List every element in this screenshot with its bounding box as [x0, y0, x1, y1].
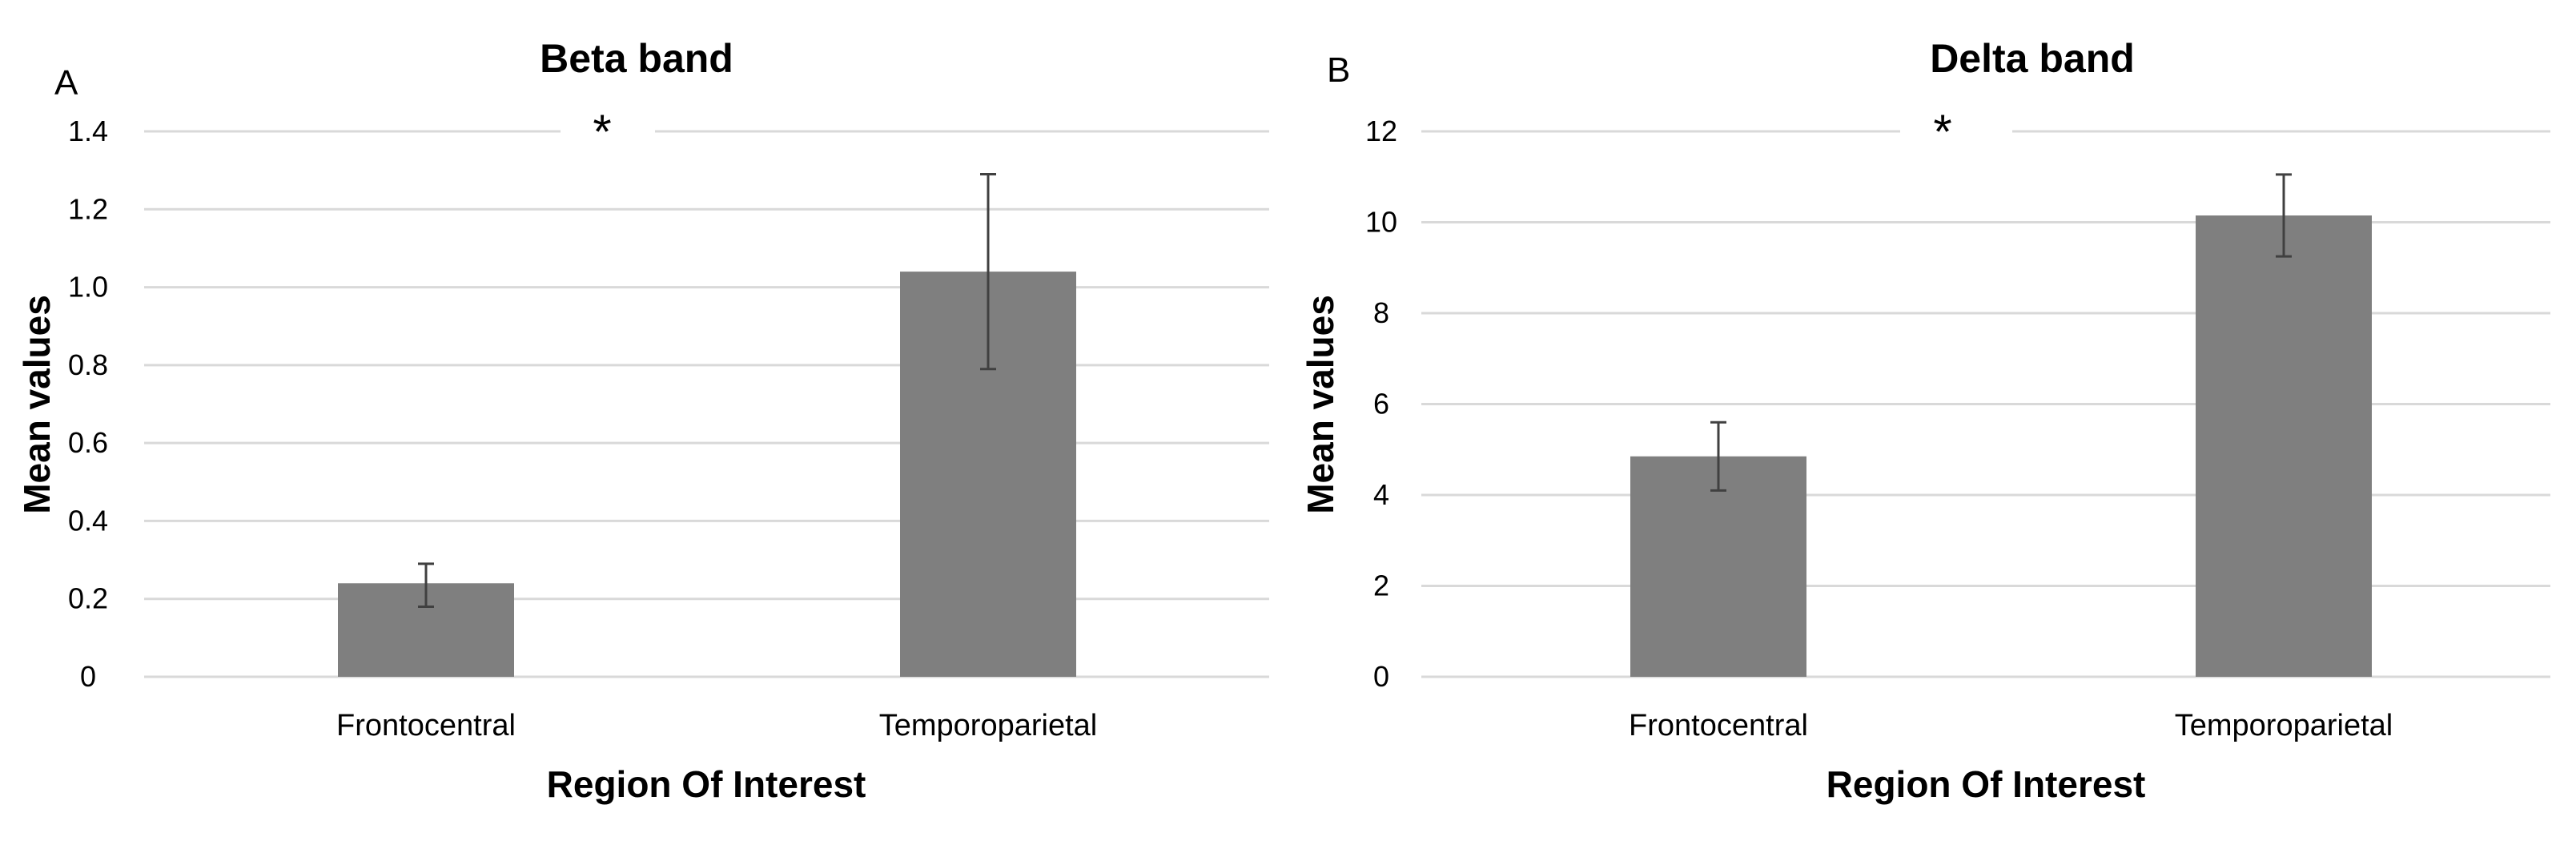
bar-delta-1 — [2196, 215, 2372, 677]
y-tick-label-delta: 0 — [1373, 660, 1389, 693]
bars-beta — [338, 272, 1076, 677]
bar-delta-0 — [1630, 456, 1806, 677]
category-label-beta-1: Temporoparietal — [879, 709, 1097, 742]
significance-gap-delta — [1900, 120, 2012, 144]
category-label-beta-0: Frontocentral — [336, 709, 516, 742]
y-tick-label-beta: 1.4 — [68, 115, 108, 147]
x-axis-title-delta: Region Of Interest — [1827, 763, 2146, 805]
chart-title-delta: Delta band — [1930, 36, 2135, 81]
category-label-delta-0: Frontocentral — [1629, 709, 1808, 742]
panel-beta-band: A Beta band Mean values Region Of Intere… — [16, 36, 1269, 805]
y-tick-label-beta: 0.8 — [68, 348, 108, 381]
y-tick-label-beta: 1.0 — [68, 271, 108, 304]
y-tick-labels-delta: 0 2 4 6 8 10 12 — [1365, 115, 1397, 693]
panel-letter-b: B — [1327, 50, 1350, 90]
category-labels-beta: Frontocentral Temporoparietal — [336, 709, 1097, 742]
y-tick-label-delta: 12 — [1365, 115, 1397, 147]
y-tick-label-delta: 8 — [1373, 296, 1389, 329]
y-tick-label-delta: 4 — [1373, 478, 1389, 511]
y-tick-label-beta: 0 — [80, 660, 96, 693]
significance-marker-beta: * — [593, 105, 611, 159]
y-tick-label-delta: 6 — [1373, 388, 1389, 420]
category-labels-delta: Frontocentral Temporoparietal — [1629, 709, 2393, 742]
x-axis-title-beta: Region Of Interest — [547, 763, 866, 805]
significance-gap-beta — [561, 120, 655, 144]
bars-delta — [1630, 215, 2372, 677]
chart-title-beta: Beta band — [540, 36, 733, 81]
y-tick-label-beta: 0.2 — [68, 582, 108, 615]
y-tick-label-delta: 2 — [1373, 569, 1389, 602]
y-axis-title-delta: Mean values — [1300, 295, 1341, 514]
gridlines-delta — [1421, 130, 2550, 678]
y-tick-label-delta: 10 — [1365, 206, 1397, 239]
category-label-delta-1: Temporoparietal — [2175, 709, 2393, 742]
panel-letter-a: A — [54, 63, 78, 103]
y-tick-label-beta: 0.6 — [68, 426, 108, 459]
y-axis-title-beta: Mean values — [16, 295, 58, 514]
y-tick-labels-beta: 0 0.2 0.4 0.6 0.8 1.0 1.2 1.4 — [68, 115, 108, 693]
error-bars-delta — [1710, 173, 2292, 492]
panel-delta-band: B Delta band Mean values Region Of Inter… — [1300, 36, 2550, 805]
error-bars-beta — [418, 173, 996, 608]
significance-marker-delta: * — [1933, 105, 1951, 159]
gridlines-beta — [144, 130, 1269, 678]
y-tick-label-beta: 1.2 — [68, 192, 108, 225]
y-tick-label-beta: 0.4 — [68, 504, 108, 537]
